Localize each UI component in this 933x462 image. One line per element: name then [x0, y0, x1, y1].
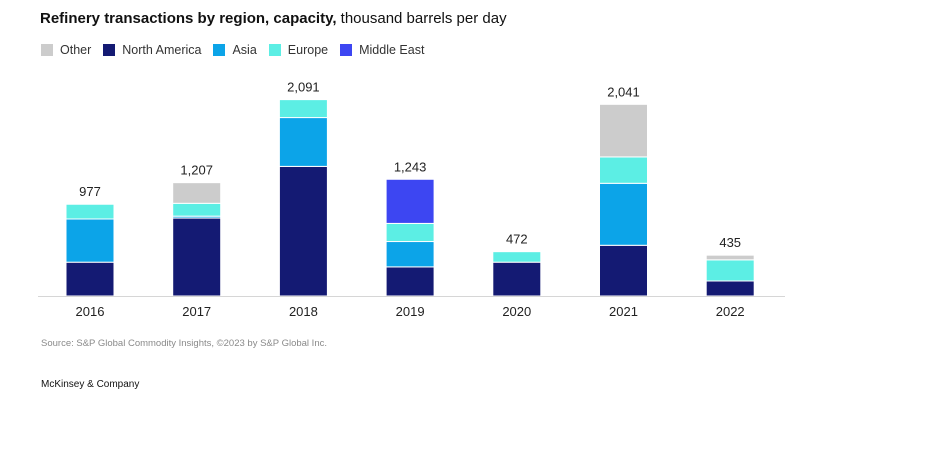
- x-tick-label-2017: 2017: [182, 304, 211, 319]
- total-label-2020: 472: [506, 232, 528, 247]
- bar-segment-2018-asia: [278, 117, 328, 167]
- bar-segment-2019-asia: [385, 241, 435, 268]
- legend-item-europe: Europe: [268, 43, 329, 57]
- bar-segment-2019-europe: [385, 222, 435, 243]
- bar-segment-2019-north-america: [385, 266, 435, 297]
- bar-segment-2017-other: [172, 182, 222, 204]
- source-note: Source: S&P Global Commodity Insights, ©…: [41, 338, 327, 349]
- legend-label-asia: Asia: [232, 43, 257, 57]
- bar-segment-2022-europe: [705, 259, 755, 282]
- total-label-2022: 435: [719, 235, 741, 250]
- bar-segment-2019-middle-east: [385, 178, 435, 224]
- x-tick-label-2021: 2021: [609, 304, 638, 319]
- total-label-2021: 2,041: [607, 84, 640, 99]
- x-tick-label-2022: 2022: [716, 304, 745, 319]
- bar-segment-2017-north-america: [172, 217, 222, 297]
- brand-footer: McKinsey & Company: [41, 379, 140, 390]
- legend-swatch-asia: [213, 44, 226, 56]
- bar-segment-2018-europe: [278, 99, 328, 119]
- bar-segment-2016-north-america: [65, 261, 115, 297]
- legend-item-north-america: North America: [103, 43, 201, 57]
- legend-label-north-america: North America: [122, 43, 202, 57]
- legend-label-other: Other: [60, 43, 92, 57]
- legend-item-asia: Asia: [213, 43, 257, 57]
- x-tick-label-2020: 2020: [502, 304, 531, 319]
- bar-segment-2022-north-america: [705, 280, 755, 297]
- total-label-2018: 2,091: [287, 80, 320, 95]
- total-label-2019: 1,243: [394, 159, 427, 174]
- bar-segment-2021-asia: [599, 182, 648, 246]
- legend-label-europe: Europe: [287, 43, 329, 57]
- total-label-2017: 1,207: [180, 163, 213, 178]
- bar-segment-2018-north-america: [278, 165, 328, 297]
- chart-title-bold: Refinery transactions by region, capacit…: [40, 10, 337, 27]
- bar-segment-2021-north-america: [599, 244, 648, 297]
- bar-segment-2022-other: [705, 254, 755, 261]
- bar-segment-2020-europe: [492, 251, 542, 263]
- x-tick-label-2018: 2018: [289, 304, 318, 319]
- bar-segment-2021-europe: [599, 156, 648, 184]
- bar-segment-2016-europe: [65, 203, 115, 220]
- bar-segment-2017-europe: [172, 202, 222, 217]
- legend-swatch-europe: [268, 44, 281, 56]
- bar-segment-2016-asia: [65, 218, 115, 263]
- bar-segment-2020-north-america: [492, 261, 542, 297]
- legend-item-other: Other: [41, 43, 91, 57]
- x-tick-label-2019: 2019: [396, 304, 425, 319]
- legend-swatch-other: [41, 44, 53, 56]
- legend-swatch-middle-east: [340, 44, 353, 56]
- legend-item-middle-east: Middle East: [340, 43, 424, 57]
- legend-swatch-north-america: [103, 44, 116, 56]
- chart-title: Refinery transactions by region, capacit…: [40, 10, 507, 27]
- chart-title-units: thousand barrels per day: [340, 10, 507, 27]
- x-tick-label-2016: 2016: [76, 304, 105, 319]
- bar-segment-2021-other: [599, 103, 648, 158]
- total-label-2016: 977: [79, 184, 101, 199]
- legend-label-middle-east: Middle East: [359, 43, 425, 57]
- legend: Other North America Asia Europe Middle E…: [41, 43, 436, 57]
